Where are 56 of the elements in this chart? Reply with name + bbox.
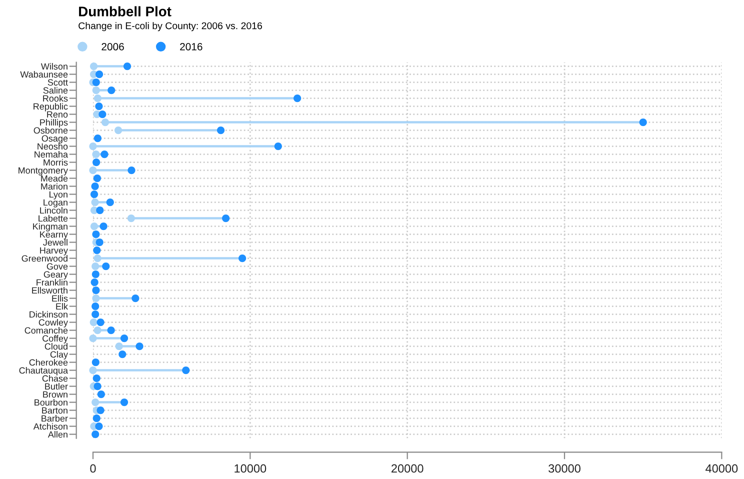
y-tick-label: Harvey <box>40 247 68 256</box>
y-tick-label: Lyon <box>50 191 68 200</box>
y-tick-label: Barber <box>42 415 68 422</box>
y-tick-label: Marion <box>41 183 68 190</box>
x-tick-label: 10000 <box>234 464 266 473</box>
y-tick-label: Ellsworth <box>32 287 68 294</box>
y-tick-label: Osage <box>42 135 68 144</box>
legend-label: 2006 <box>102 43 124 50</box>
y-tick-label: Cowley <box>38 319 68 328</box>
chart-title: Dumbbell Plot <box>79 6 172 16</box>
x-tick-label: 20000 <box>392 464 424 473</box>
y-tick-label: Kearny <box>40 231 68 240</box>
y-tick-label: Geary <box>44 271 68 280</box>
chart-subtitle: Change in E-coli by County: 2006 vs. 2016 <box>78 22 262 32</box>
y-tick-label: Phillips <box>40 119 68 128</box>
y-tick-label: Bourbon <box>34 399 68 406</box>
y-tick-label: Clay <box>50 351 68 360</box>
y-tick-label: Meade <box>41 175 68 182</box>
x-tick-label: 0 <box>90 464 96 473</box>
y-tick-label: Dickinson <box>30 311 68 318</box>
y-tick-label: Jewell <box>43 239 68 246</box>
y-tick-label: Coffey <box>42 335 68 344</box>
y-tick-label: Saline <box>43 87 68 94</box>
y-tick-label: Kingman <box>33 223 68 232</box>
y-tick-label: Comanche <box>24 327 68 334</box>
y-tick-label: Greenwood <box>22 255 68 262</box>
y-tick-label: Cherokee <box>29 359 68 366</box>
y-tick-label: Lincoln <box>40 207 68 214</box>
legend-label: 2016 <box>180 43 202 50</box>
y-tick-label: Neosho <box>38 143 68 150</box>
y-tick-label: Atchison <box>33 423 68 430</box>
y-tick-label: Reno <box>47 111 68 118</box>
y-tick-label: Chase <box>42 375 68 382</box>
y-tick-label: Elk <box>56 303 68 310</box>
y-tick-label: Ellis <box>52 295 68 302</box>
y-tick-label: Nemaha <box>34 151 68 158</box>
y-tick-label: Republic <box>34 103 68 112</box>
y-tick-label: Gove <box>46 263 68 270</box>
y-tick-label: Scott <box>48 79 68 86</box>
x-tick-label: 30000 <box>548 464 580 473</box>
y-tick-label: Osborne <box>34 127 68 134</box>
y-tick-label: Rooks <box>43 95 68 102</box>
y-tick-label: Chautauqua <box>19 367 68 376</box>
y-tick-label: Brown <box>43 391 68 398</box>
y-tick-label: Wabaunsee <box>20 71 68 78</box>
y-tick-label: Barton <box>42 407 68 414</box>
y-tick-label: Cloud <box>44 343 68 350</box>
y-tick-label: Logan <box>44 199 68 208</box>
y-tick-label: Labette <box>38 215 68 222</box>
y-tick-label: Allen <box>48 431 68 438</box>
y-tick-label: Morris <box>44 159 68 166</box>
x-tick-label: 40000 <box>706 464 738 473</box>
y-tick-label: Wilson <box>40 63 68 70</box>
y-tick-label: Butler <box>45 383 68 390</box>
y-tick-label: Montgomery <box>18 167 68 176</box>
y-tick-label: Franklin <box>36 279 68 286</box>
